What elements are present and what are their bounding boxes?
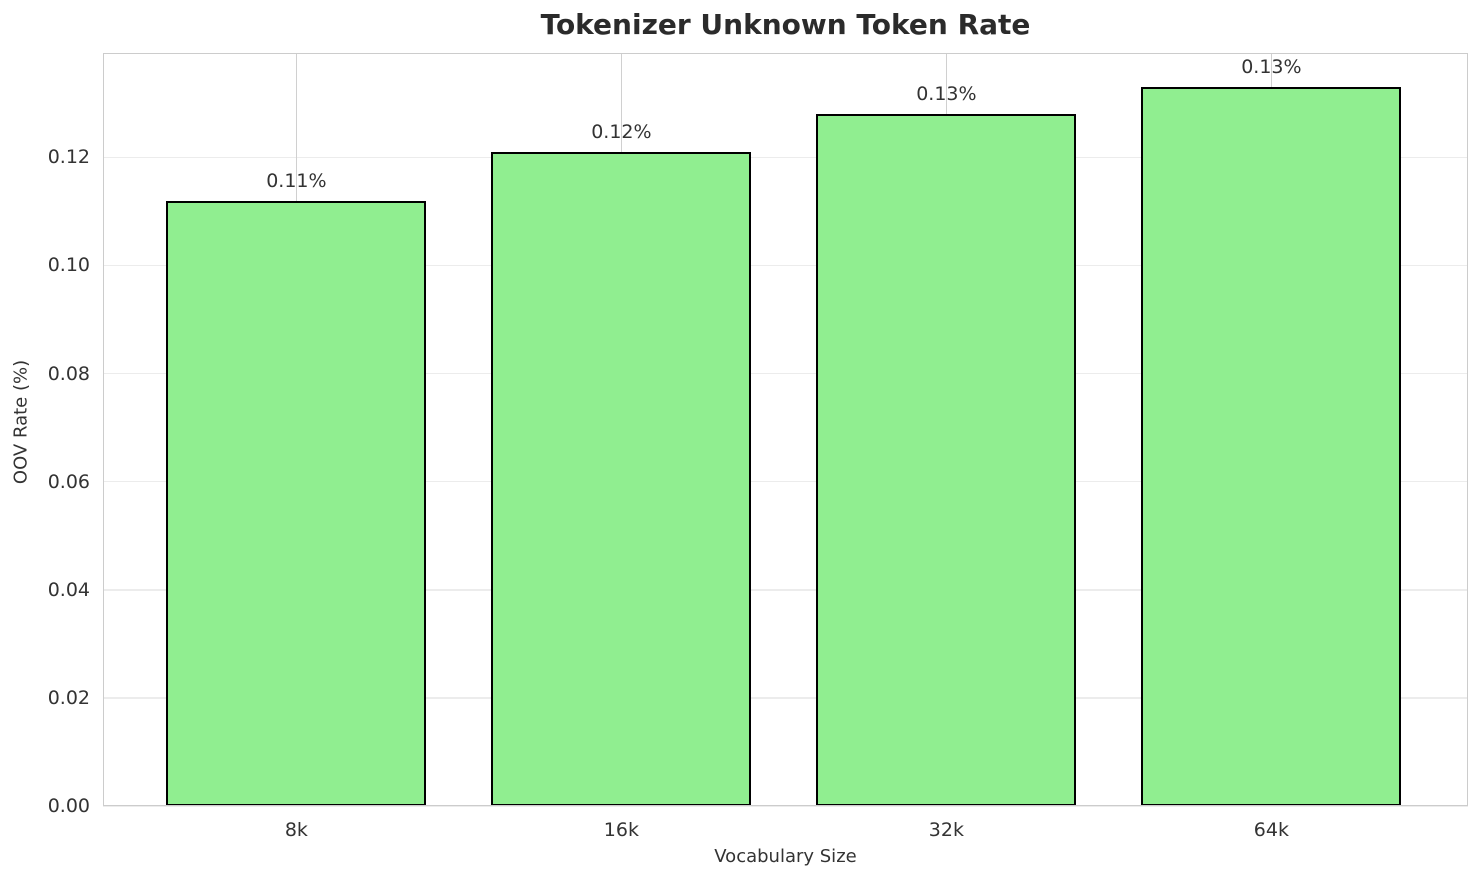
bar-value-label: 0.11% (266, 169, 327, 192)
x-tick-label: 16k (603, 819, 639, 841)
h-gridline (103, 480, 1468, 483)
y-tick-label: 0.00 (47, 795, 90, 817)
x-tick-label: 64k (1253, 819, 1289, 841)
bar-value-label: 0.13% (1241, 56, 1302, 79)
h-gridline (103, 372, 1468, 375)
y-tick-label: 0.04 (47, 578, 90, 601)
h-gridline (103, 805, 1468, 807)
chart-title: Tokenizer Unknown Token Rate (540, 8, 1031, 41)
x-axis-label: Vocabulary Size (714, 846, 857, 867)
bar (816, 114, 1077, 806)
h-gridline (103, 156, 1468, 159)
h-gridline (103, 697, 1468, 699)
bar (491, 151, 752, 806)
y-tick-label: 0.02 (47, 686, 90, 709)
h-gridline (103, 264, 1468, 267)
bar-value-label: 0.12% (591, 120, 652, 143)
x-tick-label: 32k (928, 819, 964, 841)
y-tick-label: 0.12 (47, 146, 90, 169)
plot-area: 0.11% 0.12% 0.13% 0.13% (103, 53, 1468, 807)
h-gridline (103, 589, 1468, 591)
y-tick-label: 0.10 (47, 254, 90, 277)
x-tick-label: 8k (284, 819, 308, 841)
bar (1141, 87, 1402, 806)
bar-value-label: 0.13% (916, 83, 977, 106)
y-tick-label: 0.06 (47, 470, 90, 493)
y-tick-label: 0.08 (47, 362, 90, 385)
bar (166, 200, 427, 806)
